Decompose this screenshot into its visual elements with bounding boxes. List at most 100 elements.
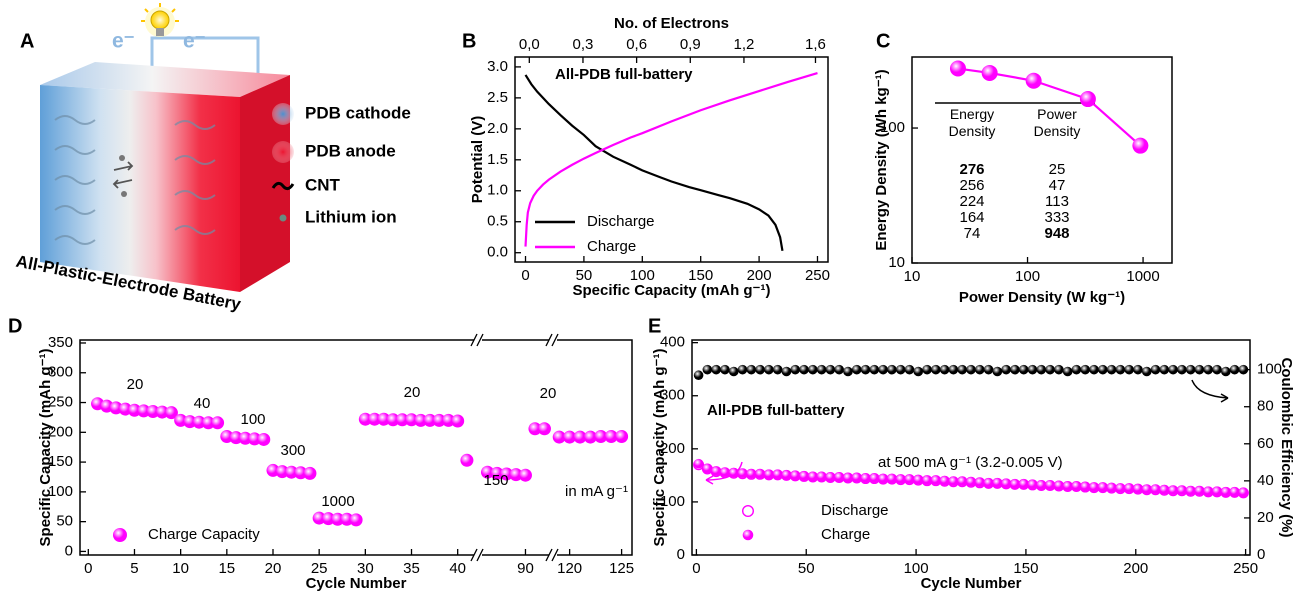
x-tick-label: 10 [172, 560, 189, 577]
axis-break-mark [470, 333, 478, 347]
y-tick-label: 0 [65, 542, 73, 559]
data-point [1098, 364, 1108, 375]
legend-label: Charge [821, 526, 870, 543]
x-tick-label: 90 [517, 560, 534, 577]
data-point [878, 473, 888, 484]
data-point [1115, 364, 1126, 375]
data-point [303, 466, 317, 480]
data-point [981, 64, 998, 81]
data-point [702, 463, 713, 474]
plot-frame [691, 339, 1251, 556]
arrow-head [1220, 393, 1229, 403]
data-point [1098, 482, 1108, 492]
table-cell: 47 [1049, 177, 1066, 194]
data-point [825, 472, 836, 482]
data-point [1150, 364, 1161, 375]
data-point [693, 370, 704, 381]
data-point [790, 364, 801, 375]
data-point [1124, 364, 1134, 375]
y-tick-label: 1.0 [487, 182, 508, 199]
data-point [1194, 364, 1205, 375]
axis-break-gap [549, 552, 557, 558]
plot-frame [514, 56, 829, 263]
data-point [509, 468, 523, 482]
data-point [294, 466, 308, 480]
data-point [772, 364, 783, 375]
x-tick-label: 50 [798, 560, 815, 577]
data-point [922, 475, 932, 485]
data-point [441, 413, 455, 427]
data-point [895, 364, 906, 375]
data-point [594, 429, 608, 443]
x-tick-label: 1000 [1126, 268, 1159, 285]
data-point [878, 364, 888, 375]
data-point [349, 513, 363, 527]
table-cell: 164 [959, 209, 984, 226]
data-point [799, 364, 809, 375]
data-point [127, 403, 141, 417]
data-point [790, 470, 801, 481]
data-point [931, 364, 941, 375]
data-point [146, 404, 160, 418]
data-point [1141, 366, 1152, 377]
data-point [368, 412, 382, 426]
data-point [974, 477, 985, 488]
legend-icon [272, 141, 294, 163]
data-point [711, 466, 721, 476]
data-point [499, 467, 513, 481]
panel-label: C [876, 30, 890, 52]
data-point [983, 364, 994, 375]
data-point [1221, 487, 1231, 497]
bulb-base [156, 28, 164, 36]
y-tick-label: 400 [660, 334, 685, 351]
annotation: 300 [280, 442, 305, 459]
y-tick-label: 100 [48, 483, 73, 500]
annotation: 20 [127, 376, 144, 393]
arrow-head [705, 475, 714, 485]
x-tick-label: 200 [747, 267, 772, 284]
x2-tick-label: 0,3 [573, 36, 594, 53]
legend-marker [113, 528, 127, 542]
y-tick-label: 250 [48, 394, 73, 411]
y-tick-label: 10 [888, 254, 905, 271]
data-point [451, 414, 465, 428]
axis-break-gap [549, 337, 557, 343]
y2-tick-label: 20 [1257, 509, 1274, 526]
legend-label: PDB cathode [305, 103, 411, 122]
x2-tick-label: 1,2 [734, 36, 755, 53]
data-point [257, 432, 271, 446]
x2-tick-label: 0,9 [680, 36, 701, 53]
y-axis-label: Potential (V) [469, 116, 486, 204]
data-point [583, 430, 597, 444]
x-tick-label: 100 [904, 560, 929, 577]
ion-arrows [112, 161, 134, 189]
data-point [948, 364, 959, 375]
y2-tick-label: 100 [1257, 361, 1282, 378]
wire [150, 36, 260, 82]
axis-break-gap [474, 337, 482, 343]
data-point [615, 429, 629, 443]
x2-tick-label: 1,6 [805, 36, 826, 53]
bulb [150, 10, 170, 30]
series-line [524, 74, 784, 252]
data-point [983, 478, 994, 488]
data-point [312, 511, 326, 525]
data-point [1080, 364, 1091, 375]
data-point [728, 366, 739, 377]
data-point [1027, 479, 1038, 490]
data-point [816, 364, 827, 375]
cnt-strands [54, 115, 216, 245]
annotation: in mA g⁻¹ [565, 483, 628, 500]
x-axis-label: Cycle Number [921, 575, 1022, 592]
data-point [781, 470, 792, 480]
data-point [887, 364, 897, 375]
data-point [386, 413, 400, 427]
y-axis-label: Energy Density (Wh kg⁻¹) [873, 69, 890, 250]
y-tick-label: 300 [660, 387, 685, 404]
data-point [1054, 480, 1064, 491]
data-point [1150, 484, 1161, 494]
x-tick-label: 120 [557, 560, 582, 577]
annotation: 1000 [321, 493, 354, 510]
legend-label: PDB anode [305, 141, 396, 160]
